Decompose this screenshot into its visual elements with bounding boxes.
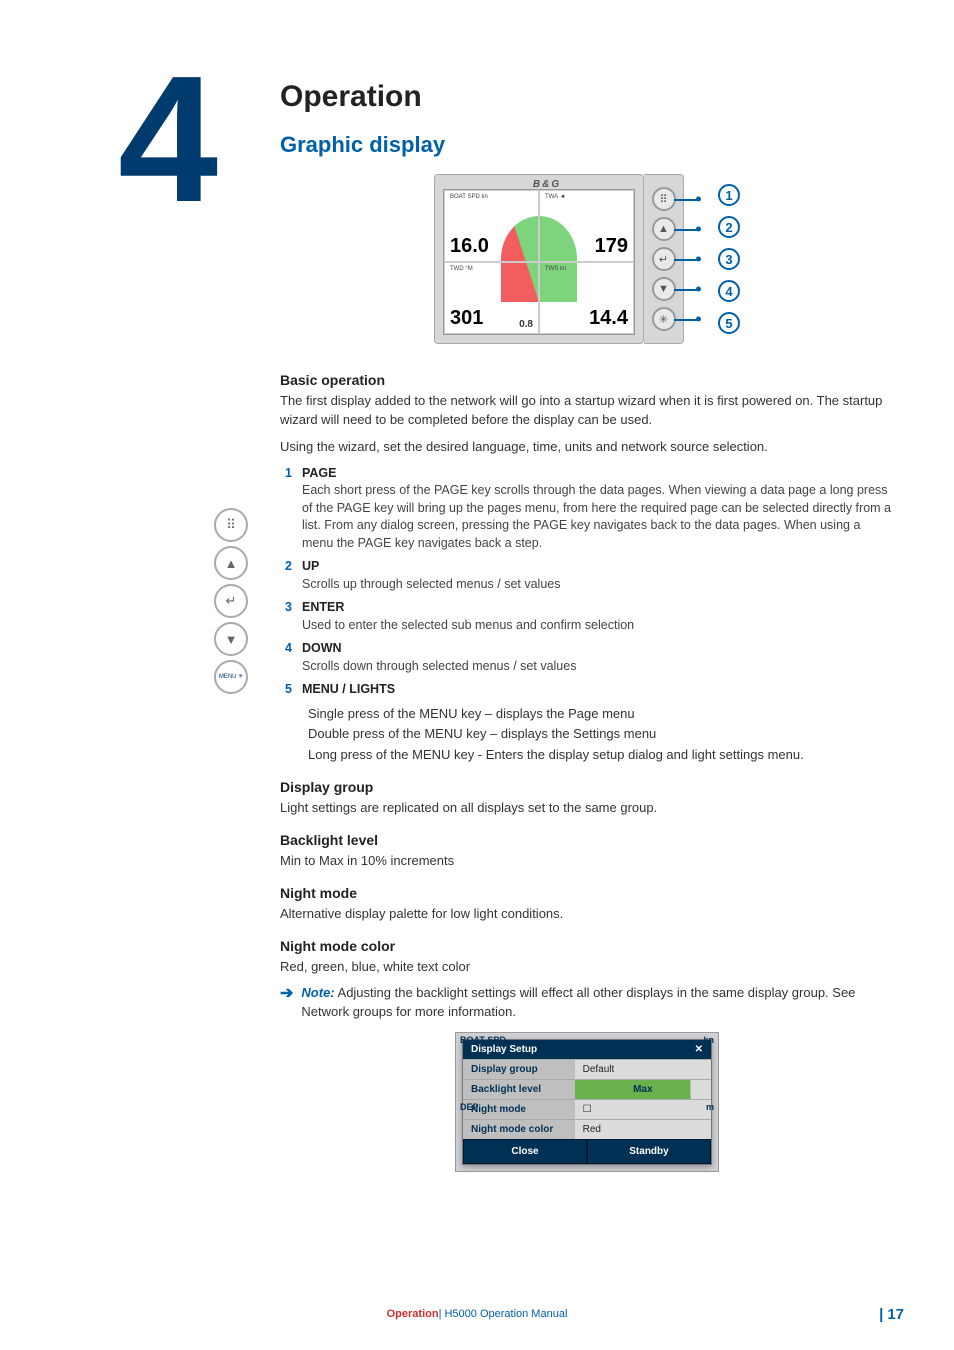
sub-body: Alternative display palette for low ligh…	[280, 905, 894, 924]
note-arrow-icon: ➔	[280, 984, 293, 1005]
page-button[interactable]: ⠿	[652, 187, 676, 211]
dialog-figure: BOAT SPD kn DEP m Display Setup✕ Display…	[455, 1032, 719, 1172]
cell-tws: TWS kn 14.4	[539, 262, 634, 334]
dialog-row: Display groupDefault	[463, 1059, 711, 1079]
enter-icon: ↵	[214, 584, 248, 618]
key-item: 4DOWNScrolls down through selected menus…	[280, 640, 894, 675]
callout-numbers: 1 2 3 4 5	[718, 174, 740, 344]
note: ➔ Note: Adjusting the backlight settings…	[280, 984, 894, 1022]
menu-button[interactable]: ✳	[652, 307, 676, 331]
corner-l: DEP	[460, 1102, 479, 1112]
page-footer: Operation | H5000 Operation Manual |17	[0, 1308, 954, 1320]
menu-line-2: Double press of the MENU key – displays …	[308, 725, 894, 744]
menu-line-3: Long press of the MENU key - Enters the …	[308, 746, 894, 765]
chapter-title: Operation	[280, 80, 894, 114]
key-item: 3ENTERUsed to enter the selected sub men…	[280, 599, 894, 634]
menu-line-1: Single press of the MENU key – displays …	[308, 705, 894, 724]
dialog-row: Backlight levelMax	[463, 1079, 711, 1099]
up-button[interactable]: ▲	[652, 217, 676, 241]
key-item: 1PAGEEach short press of the PAGE key sc…	[280, 465, 894, 553]
icon-stack: ⠿ ▲ ↵ ▼ MENU ✳	[214, 508, 248, 694]
sub-body: Light settings are replicated on all dis…	[280, 799, 894, 818]
callout-4: 4	[718, 280, 740, 302]
dialog-close-button[interactable]: Close	[463, 1139, 587, 1164]
corner-tr: kn	[703, 1035, 714, 1045]
basic-heading: Basic operation	[280, 372, 894, 388]
sub-heading: Backlight level	[280, 832, 894, 848]
dialog-row: Night mode colorRed	[463, 1119, 711, 1139]
key-list: 1PAGEEach short press of the PAGE key sc…	[280, 465, 894, 699]
cell-boatspd: BOAT SPD kn 16.0	[444, 190, 539, 262]
dialog-standby-button[interactable]: Standby	[587, 1139, 711, 1164]
callout-3: 3	[718, 248, 740, 270]
dialog-row: Night mode☐	[463, 1099, 711, 1119]
key-item: 2UPScrolls up through selected menus / s…	[280, 558, 894, 593]
basic-p1: The first display added to the network w…	[280, 392, 894, 430]
sub-heading: Display group	[280, 779, 894, 795]
callout-1: 1	[718, 184, 740, 206]
footer-page: |17	[879, 1306, 904, 1323]
sub-heading: Night mode	[280, 885, 894, 901]
page-icon: ⠿	[214, 508, 248, 542]
menu-icon: MENU ✳	[214, 660, 248, 694]
key-item: 5MENU / LIGHTS	[280, 681, 894, 699]
down-button[interactable]: ▼	[652, 277, 676, 301]
callout-5: 5	[718, 312, 740, 334]
device-figure: B&G BOAT SPD kn 16.0 TWA ◄ 179 TWD °M	[280, 174, 894, 344]
basic-p2: Using the wizard, set the desired langua…	[280, 438, 894, 457]
button-column: ⠿ ▲ ↵ ▼ ✳	[644, 174, 684, 344]
callout-2: 2	[718, 216, 740, 238]
sub-body: Red, green, blue, white text color	[280, 958, 894, 977]
down-icon: ▼	[214, 622, 248, 656]
note-label: Note:	[301, 985, 334, 1000]
note-text: Adjusting the backlight settings will ef…	[301, 985, 855, 1019]
up-icon: ▲	[214, 546, 248, 580]
corner-r: m	[706, 1102, 714, 1112]
footer-manual: | H5000 Operation Manual	[439, 1308, 568, 1320]
section-title: Graphic display	[280, 132, 894, 158]
enter-button[interactable]: ↵	[652, 247, 676, 271]
chapter-number: 4	[118, 50, 218, 230]
cell-twa: TWA ◄ 179	[539, 190, 634, 262]
cell-twd: TWD °M 301 0.8	[444, 262, 539, 334]
sub-heading: Night mode color	[280, 938, 894, 954]
footer-section: Operation	[387, 1308, 439, 1320]
corner-tl: BOAT SPD	[460, 1035, 506, 1045]
sub-body: Min to Max in 10% increments	[280, 852, 894, 871]
